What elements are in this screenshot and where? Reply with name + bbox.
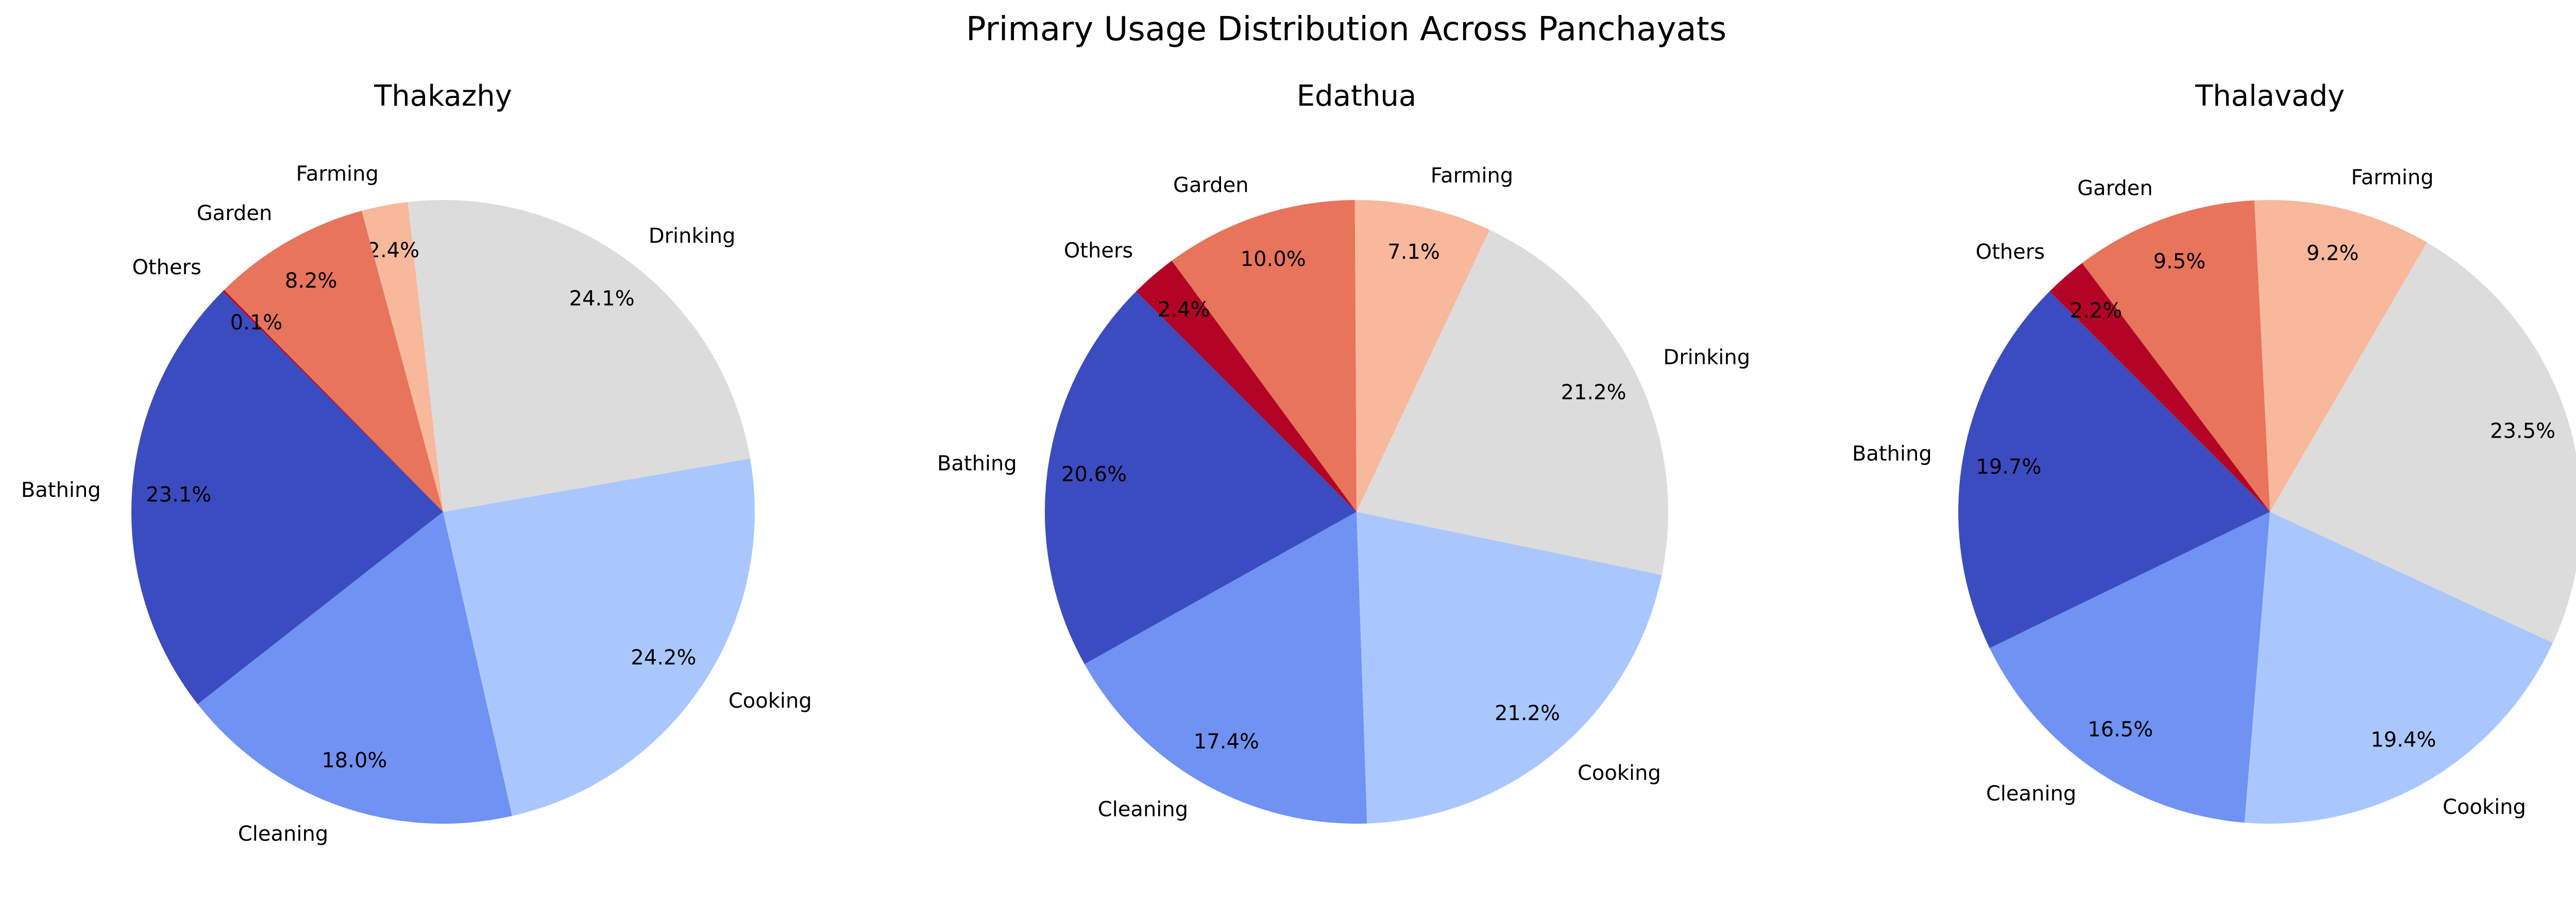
pie-slice-farming — [2254, 199, 2427, 512]
pie-category-label: Farming — [2351, 165, 2433, 189]
pie-slice-others — [2049, 263, 2270, 512]
pie-percent-label: 23.5% — [2490, 420, 2555, 443]
pie-slice-farming — [1354, 200, 1490, 512]
pie-category-label: Cooking — [1578, 761, 1661, 785]
pie-category-label: Farming — [296, 162, 378, 186]
pie-slice-others — [1136, 260, 1357, 512]
pie-percent-label: 9.2% — [2307, 241, 2359, 265]
pie-percent-label: 7.1% — [1387, 240, 1440, 264]
pie-slice-drinking — [408, 199, 751, 512]
pie-percent-label: 17.4% — [1194, 730, 1259, 754]
pie-slice-farming — [361, 202, 443, 512]
pie-category-label: Others — [1064, 239, 1133, 262]
pie-chart-0: Thakazhy 23.1% Bathing 18.0% Cleaning 24.2% Co… — [21, 79, 812, 846]
pie-percent-label: 16.5% — [2088, 718, 2153, 741]
pie-category-label: Cleaning — [1098, 798, 1188, 822]
pie-percent-label: 24.2% — [631, 646, 696, 670]
pie-percent-label: 2.4% — [367, 239, 420, 262]
pie-slice-garden — [1172, 200, 1357, 512]
pie-percent-label: 21.2% — [1561, 380, 1626, 404]
pie-category-label: Bathing — [1852, 442, 1932, 466]
pie-category-label: Bathing — [21, 478, 101, 502]
pie-percent-label: 0.1% — [230, 311, 283, 335]
pies-group: Thakazhy 23.1% Bathing 18.0% Cleaning 24.2% Co… — [21, 79, 2576, 846]
pie-category-label: Drinking — [1663, 346, 1750, 370]
pie-chart-1: Edathua 20.6% Bathing 17.4% Cleaning 21.2% Coo… — [937, 79, 1750, 824]
pie-category-label: Garden — [1173, 173, 1249, 197]
pie-title: Thakazhy — [374, 79, 512, 113]
pie-percent-label: 8.2% — [285, 269, 337, 293]
pie-percent-label: 21.2% — [1495, 702, 1560, 725]
pie-slice-cleaning — [1084, 512, 1367, 824]
pie-slice-drinking — [1357, 229, 1668, 575]
pie-percent-label: 24.1% — [569, 287, 635, 310]
pie-percent-label: 19.4% — [2370, 728, 2436, 752]
pie-category-label: Cleaning — [1986, 782, 2076, 806]
pie-category-label: Others — [1976, 240, 2045, 264]
pie-percent-label: 2.4% — [1158, 298, 1210, 322]
pie-title: Thalavady — [2195, 79, 2345, 113]
pie-slice-cooking — [1357, 512, 1662, 824]
pie-category-label: Drinking — [649, 224, 736, 248]
pie-slice-cleaning — [197, 512, 513, 824]
pie-percent-label: 9.5% — [2153, 250, 2206, 274]
pie-percent-label: 2.2% — [2070, 299, 2123, 323]
pie-slice-bathing — [1044, 291, 1357, 664]
pie-slice-drinking — [2270, 242, 2576, 643]
pie-category-label: Garden — [2077, 177, 2153, 201]
pie-slice-bathing — [1958, 291, 2270, 648]
pie-category-label: Others — [132, 256, 201, 279]
pie-category-label: Cooking — [728, 689, 812, 713]
pie-category-label: Cleaning — [238, 822, 328, 846]
pie-slice-others — [223, 290, 443, 512]
pie-slice-cleaning — [1989, 512, 2270, 823]
pie-category-label: Garden — [197, 202, 273, 225]
pie-title: Edathua — [1297, 79, 1417, 113]
pie-category-label: Cooking — [2443, 795, 2526, 819]
pie-category-label: Farming — [1431, 164, 1513, 188]
pie-percent-label: 23.1% — [146, 483, 211, 507]
pie-slice-cooking — [2244, 512, 2553, 824]
pie-chart-2: Thalavady 19.7% Bathing 16.5% Cleaning 19.4% C… — [1852, 79, 2576, 824]
pie-slice-cooking — [443, 458, 755, 816]
figure-title: Primary Usage Distribution Across Pancha… — [966, 10, 1726, 48]
pie-percent-label: 18.0% — [321, 749, 387, 773]
pie-percent-label: 20.6% — [1061, 462, 1127, 486]
pie-percent-label: 19.7% — [1976, 455, 2041, 479]
pie-slice-garden — [2082, 200, 2270, 512]
pie-category-label: Bathing — [937, 452, 1017, 476]
pie-percent-label: 10.0% — [1241, 247, 1306, 271]
pie-slice-bathing — [131, 291, 443, 705]
pie-slice-garden — [224, 211, 443, 512]
